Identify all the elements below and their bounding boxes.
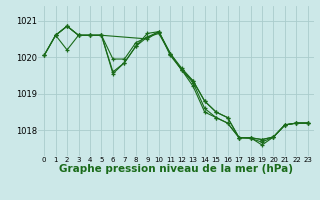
X-axis label: Graphe pression niveau de la mer (hPa): Graphe pression niveau de la mer (hPa) bbox=[59, 164, 293, 174]
